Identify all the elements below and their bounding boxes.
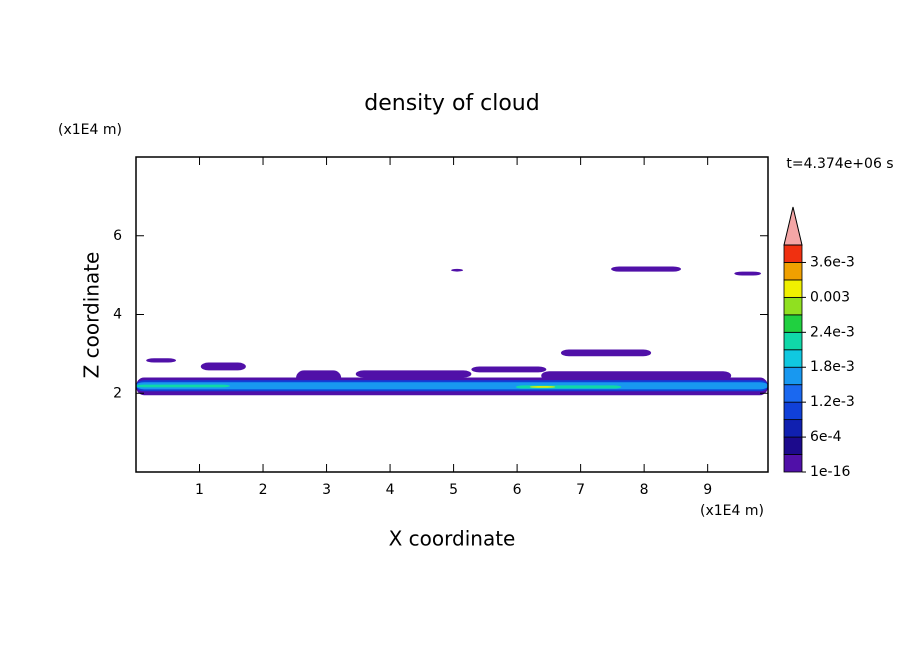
chart-title: density of cloud xyxy=(364,91,539,116)
contour-region xyxy=(560,349,652,357)
contour-region xyxy=(136,382,768,390)
colorbar-extend xyxy=(783,206,803,246)
contour-region xyxy=(734,271,762,276)
colorbar-tick-label: 2.4e-3 xyxy=(810,324,855,340)
colorbar-tick-label: 6e-4 xyxy=(810,429,842,445)
x-tick-label: 1 xyxy=(195,482,204,498)
x-tick-label: 3 xyxy=(322,482,331,498)
colorbar-tick-label: 1.8e-3 xyxy=(810,359,855,375)
colorbar-box xyxy=(783,296,803,316)
x-tick-label: 4 xyxy=(386,482,395,498)
x-unit: (x1E4 m) xyxy=(700,503,764,519)
contour-region xyxy=(200,362,246,371)
contour-region xyxy=(355,370,472,378)
colorbar-box xyxy=(783,244,803,263)
colorbar-box xyxy=(783,436,803,455)
y-axis-label: Z coordinate xyxy=(80,252,104,379)
colorbar-box xyxy=(783,419,803,438)
time-label: t=4.374e+06 s xyxy=(786,156,893,172)
contour-region xyxy=(146,358,177,363)
colorbar-box xyxy=(783,262,803,281)
colorbar-tick-label: 0.003 xyxy=(810,289,850,305)
x-axis-label: X coordinate xyxy=(389,527,516,551)
contour-region xyxy=(529,386,556,388)
colorbar-box xyxy=(783,401,803,421)
y-unit: (x1E4 m) xyxy=(58,122,122,138)
y-tick-label: 6 xyxy=(113,228,122,244)
colorbar-box xyxy=(783,279,803,298)
contour-region xyxy=(471,366,547,373)
x-tick-label: 6 xyxy=(513,482,522,498)
colorbar-tick-label: 3.6e-3 xyxy=(810,254,855,270)
colorbar-box xyxy=(783,454,803,473)
colorbar-box xyxy=(783,366,803,386)
y-tick-label: 2 xyxy=(113,385,122,401)
colorbar-tick-label: 1e-16 xyxy=(810,464,850,480)
x-tick-label: 2 xyxy=(259,482,268,498)
colorbar-box xyxy=(783,384,803,403)
x-tick-label: 8 xyxy=(640,482,649,498)
colorbar-box xyxy=(783,331,803,351)
y-tick-label: 4 xyxy=(113,307,122,323)
contour-region xyxy=(611,266,681,272)
colorbar-box xyxy=(783,314,803,333)
x-tick-label: 7 xyxy=(576,482,585,498)
x-tick-label: 5 xyxy=(449,482,458,498)
contour-region xyxy=(136,384,231,388)
contour-region xyxy=(451,268,464,272)
colorbar-box xyxy=(783,349,803,368)
colorbar-tick-label: 1.2e-3 xyxy=(810,394,855,410)
x-tick-label: 9 xyxy=(703,482,712,498)
